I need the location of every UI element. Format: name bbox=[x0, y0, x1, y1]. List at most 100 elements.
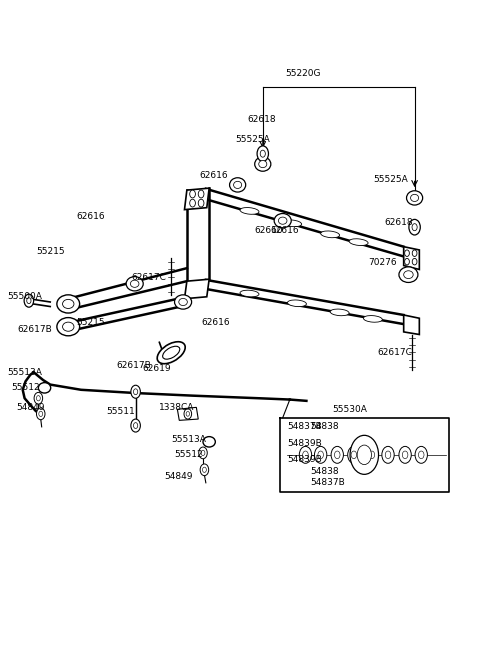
Circle shape bbox=[190, 199, 195, 207]
Circle shape bbox=[260, 150, 265, 157]
Text: 55512: 55512 bbox=[12, 383, 40, 392]
Ellipse shape bbox=[175, 295, 192, 309]
Text: 55220G: 55220G bbox=[285, 68, 321, 77]
Circle shape bbox=[131, 419, 140, 432]
Text: 62618: 62618 bbox=[384, 218, 413, 227]
Text: 62616: 62616 bbox=[201, 318, 230, 327]
Ellipse shape bbox=[274, 213, 291, 228]
Polygon shape bbox=[404, 247, 420, 270]
Text: 54837B: 54837B bbox=[288, 422, 322, 432]
Text: 62617C: 62617C bbox=[131, 273, 166, 282]
Text: 55525A: 55525A bbox=[235, 135, 270, 144]
Ellipse shape bbox=[179, 298, 187, 306]
Circle shape bbox=[39, 411, 43, 417]
Text: 54838: 54838 bbox=[310, 422, 339, 432]
Ellipse shape bbox=[229, 178, 246, 192]
Circle shape bbox=[186, 411, 190, 416]
Ellipse shape bbox=[404, 271, 413, 279]
Ellipse shape bbox=[38, 382, 51, 393]
Ellipse shape bbox=[163, 346, 180, 359]
Circle shape bbox=[412, 250, 417, 256]
Circle shape bbox=[131, 385, 140, 398]
Ellipse shape bbox=[126, 277, 143, 291]
Text: 55513A: 55513A bbox=[8, 368, 42, 377]
Circle shape bbox=[34, 392, 43, 404]
Ellipse shape bbox=[57, 318, 80, 336]
Ellipse shape bbox=[259, 161, 267, 168]
Text: 55512: 55512 bbox=[175, 450, 203, 459]
Circle shape bbox=[199, 447, 207, 459]
Circle shape bbox=[385, 451, 391, 459]
Text: 55530A: 55530A bbox=[333, 405, 367, 414]
Ellipse shape bbox=[62, 322, 74, 331]
Circle shape bbox=[300, 446, 312, 463]
Ellipse shape bbox=[255, 157, 271, 171]
Ellipse shape bbox=[350, 436, 379, 474]
Circle shape bbox=[412, 258, 417, 265]
Circle shape bbox=[27, 298, 31, 304]
Ellipse shape bbox=[57, 295, 80, 313]
Text: 55215: 55215 bbox=[36, 247, 65, 256]
Text: 54849: 54849 bbox=[164, 472, 192, 481]
Polygon shape bbox=[178, 407, 198, 420]
Text: 55215: 55215 bbox=[76, 318, 105, 327]
Ellipse shape bbox=[407, 191, 423, 205]
Text: 62617B: 62617B bbox=[17, 325, 52, 334]
Circle shape bbox=[402, 451, 408, 459]
Circle shape bbox=[314, 446, 327, 463]
Text: 62616: 62616 bbox=[271, 226, 300, 235]
Circle shape bbox=[133, 389, 138, 395]
Ellipse shape bbox=[62, 299, 74, 308]
Text: 62610: 62610 bbox=[254, 226, 283, 235]
Circle shape bbox=[200, 464, 209, 476]
Circle shape bbox=[184, 409, 192, 419]
Ellipse shape bbox=[357, 445, 372, 464]
Text: 1338CA: 1338CA bbox=[159, 403, 195, 412]
Ellipse shape bbox=[157, 342, 185, 363]
Circle shape bbox=[405, 258, 409, 265]
Polygon shape bbox=[184, 188, 209, 210]
Ellipse shape bbox=[399, 267, 418, 283]
Text: 54839B: 54839B bbox=[288, 455, 322, 464]
Circle shape bbox=[190, 190, 195, 198]
Circle shape bbox=[203, 467, 206, 472]
Circle shape bbox=[412, 224, 417, 231]
Circle shape bbox=[133, 422, 138, 428]
Text: 62617C: 62617C bbox=[378, 348, 412, 358]
Text: 70276: 70276 bbox=[368, 258, 397, 268]
Text: 62616: 62616 bbox=[76, 212, 105, 220]
Text: 54837B: 54837B bbox=[310, 478, 345, 487]
Circle shape bbox=[399, 446, 411, 463]
Circle shape bbox=[348, 446, 360, 463]
Ellipse shape bbox=[410, 194, 419, 201]
Text: 55511: 55511 bbox=[106, 407, 135, 416]
Circle shape bbox=[382, 446, 394, 463]
Ellipse shape bbox=[330, 309, 349, 316]
Ellipse shape bbox=[240, 207, 259, 215]
Ellipse shape bbox=[288, 300, 306, 306]
Text: 55513A: 55513A bbox=[171, 436, 206, 444]
Text: 54839B: 54839B bbox=[288, 440, 322, 448]
Text: 54849: 54849 bbox=[16, 403, 45, 412]
Circle shape bbox=[257, 146, 268, 161]
Circle shape bbox=[36, 396, 40, 401]
Ellipse shape bbox=[278, 217, 287, 224]
Ellipse shape bbox=[349, 239, 368, 245]
Polygon shape bbox=[184, 279, 209, 298]
Circle shape bbox=[331, 446, 343, 463]
Ellipse shape bbox=[203, 437, 216, 447]
Circle shape bbox=[351, 451, 357, 459]
Ellipse shape bbox=[283, 220, 301, 226]
Circle shape bbox=[303, 451, 308, 459]
Polygon shape bbox=[404, 315, 420, 335]
Circle shape bbox=[419, 451, 424, 459]
Ellipse shape bbox=[131, 280, 139, 287]
Text: 62619: 62619 bbox=[143, 364, 171, 373]
Ellipse shape bbox=[363, 316, 383, 322]
Text: 54838: 54838 bbox=[310, 466, 339, 476]
Circle shape bbox=[335, 451, 340, 459]
Text: 62616: 62616 bbox=[200, 171, 228, 180]
Circle shape bbox=[198, 199, 204, 207]
Circle shape bbox=[366, 446, 378, 463]
Text: 62618: 62618 bbox=[247, 115, 276, 125]
